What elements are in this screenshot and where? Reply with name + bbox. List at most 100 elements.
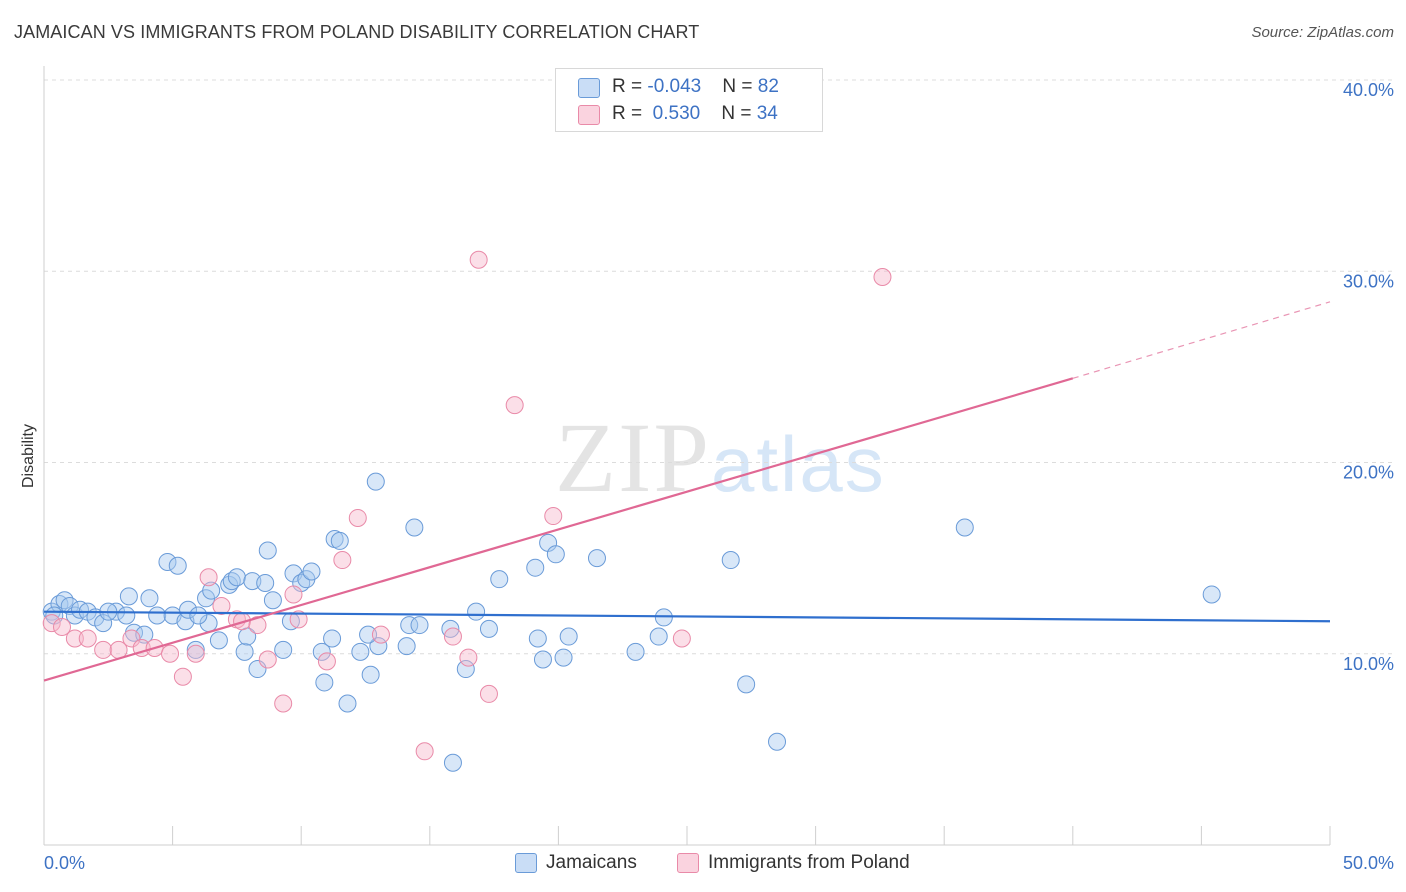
jamaicans-point (258, 541, 277, 560)
jamaicans-point (256, 573, 275, 592)
poland-points (42, 250, 892, 761)
trend-lines (43, 301, 1331, 682)
poland-point (333, 551, 352, 570)
jamaicans-point (526, 558, 545, 577)
y-tick-label: 30.0% (1343, 271, 1394, 291)
jamaicans-point (186, 640, 205, 659)
legend-text: R = -0.043 N = 82 (612, 76, 779, 97)
jamaicans-point (626, 642, 645, 661)
jamaicans-point (546, 545, 565, 564)
poland-trend-extension (1072, 301, 1331, 379)
poland-point (274, 694, 293, 713)
jamaicans-point (117, 606, 136, 625)
jamaicans-point (119, 587, 138, 606)
poland-point (161, 644, 180, 663)
jamaicans-point (410, 616, 429, 635)
jamaicans-point (467, 602, 486, 621)
jamaicans-point (202, 581, 221, 600)
jamaicans-point (369, 637, 388, 656)
poland-point (65, 629, 84, 648)
chart-title: JAMAICAN VS IMMIGRANTS FROM POLAND DISAB… (14, 22, 700, 42)
y-tick-label: 20.0% (1343, 463, 1394, 483)
jamaicans-point (55, 591, 74, 610)
legend-text: R = 0.530 N = 34 (612, 103, 778, 124)
jamaicans-trend-line (43, 610, 1331, 623)
poland-point (258, 650, 277, 669)
poland-point (505, 396, 524, 415)
poland-point (53, 617, 72, 636)
poland-point (459, 648, 478, 667)
jamaicans-point (528, 629, 547, 648)
jamaicans-point (338, 694, 357, 713)
jamaicans-point (587, 549, 606, 568)
jamaicans-point (405, 518, 424, 537)
jamaicans-point (533, 650, 552, 669)
jamaicans-point (209, 631, 228, 650)
poland-point (672, 629, 691, 648)
bottom-legend-label: Jamaicans (546, 852, 637, 873)
correlation-legend: R = -0.043 N = 82 R = 0.530 N = 34 (555, 68, 823, 132)
jamaicans-point (71, 600, 90, 619)
x-tick-label: 0.0% (44, 853, 85, 873)
poland-point (443, 627, 462, 646)
jamaicans-point (140, 589, 159, 608)
jamaicans-point (737, 675, 756, 694)
jamaicans-point (148, 606, 167, 625)
grid-lines (44, 79, 1396, 655)
jamaicans-point (179, 600, 198, 619)
jamaicans-point (1202, 585, 1221, 604)
poland-point (212, 596, 231, 615)
jamaicans-point (721, 551, 740, 570)
axis-labels: 10.0% 20.0% 30.0% 40.0% 0.0% 50.0% Disability (20, 80, 1394, 873)
jamaicans-point (359, 625, 378, 644)
poland-point (186, 644, 205, 663)
poland-point (78, 629, 97, 648)
jamaicans-point (158, 552, 177, 571)
jamaicans-point (323, 629, 342, 648)
bottom-legend-swatch-blue (515, 853, 537, 873)
jamaicans-point (361, 665, 380, 684)
jamaicans-point (397, 637, 416, 656)
y-tick-label: 10.0% (1343, 654, 1394, 674)
jamaicans-point (400, 616, 419, 635)
jamaicans-point (274, 640, 293, 659)
jamaicans-point (189, 606, 208, 625)
bottom-legend-label: Immigrants from Poland (708, 852, 910, 873)
jamaicans-point (60, 596, 79, 615)
jamaicans-point (649, 627, 668, 646)
jamaicans-point (227, 568, 246, 587)
bottom-legend-swatch-pink (677, 853, 699, 873)
poland-point (173, 667, 192, 686)
jamaicans-point (366, 472, 385, 491)
jamaicans-points (42, 472, 1221, 772)
watermark-atlas: atlas (711, 420, 886, 508)
poland-point (371, 625, 390, 644)
jamaicans-point (490, 570, 509, 589)
jamaicans-point (312, 642, 331, 661)
jamaicans-point (554, 648, 573, 667)
jamaicans-point (263, 591, 282, 610)
poland-point (317, 652, 336, 671)
poland-point (199, 568, 218, 587)
jamaicans-point (168, 556, 187, 575)
jamaicans-point (94, 614, 113, 633)
jamaicans-point (559, 627, 578, 646)
legend-swatch-pink (578, 105, 600, 125)
jamaicans-point (955, 518, 974, 537)
poland-point (544, 507, 563, 526)
watermark-zip: ZIP (555, 402, 711, 513)
poland-point (248, 616, 267, 635)
legend-swatch-blue (578, 78, 600, 98)
poland-point (873, 267, 892, 286)
jamaicans-point (479, 619, 498, 638)
jamaicans-point (443, 753, 462, 772)
jamaicans-point (315, 673, 334, 692)
poland-point (479, 684, 498, 703)
jamaicans-point (351, 642, 370, 661)
axes (43, 66, 1331, 846)
poland-point (284, 585, 303, 604)
x-tick-label: 50.0% (1343, 853, 1394, 873)
y-tick-label: 40.0% (1343, 80, 1394, 100)
y-axis-label: Disability (20, 424, 37, 488)
